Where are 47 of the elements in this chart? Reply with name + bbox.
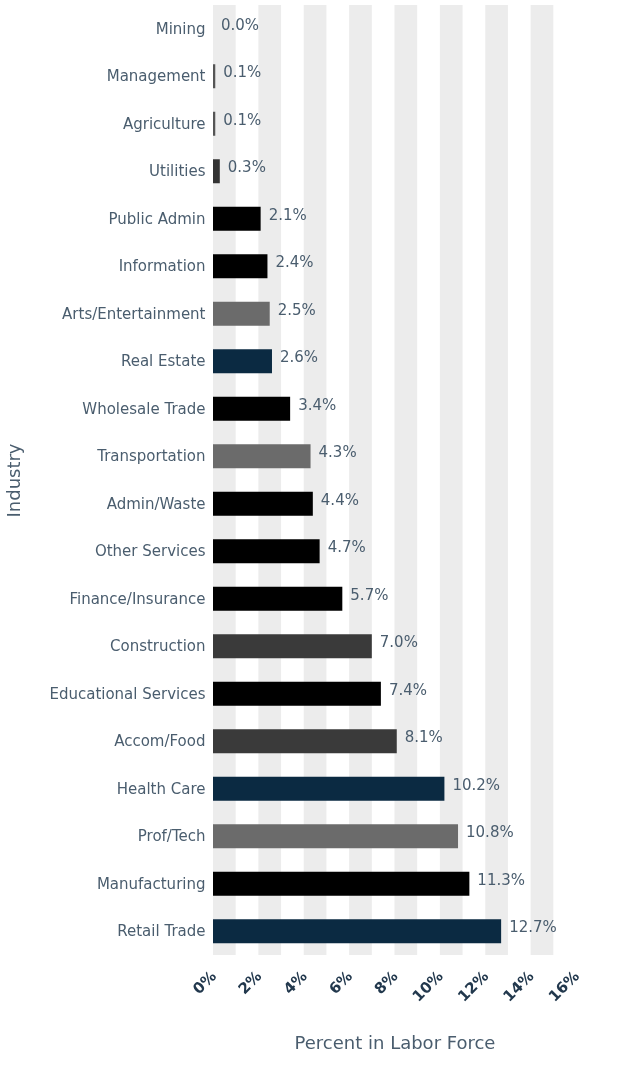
x-tick-label: 4% bbox=[279, 967, 311, 998]
y-tick-label: Other Services bbox=[94, 542, 206, 561]
data-label: 0.1% bbox=[223, 63, 262, 82]
y-tick-label: Management bbox=[106, 67, 206, 86]
data-label: 4.3% bbox=[318, 443, 357, 462]
data-label: 2.6% bbox=[279, 348, 319, 367]
y-tick-label: Health Care bbox=[116, 779, 206, 798]
x-tick-label: 2% bbox=[234, 967, 266, 998]
data-label: 10.8% bbox=[466, 823, 514, 842]
data-label: 0.3% bbox=[227, 158, 266, 177]
data-label: 5.7% bbox=[350, 585, 389, 604]
data-label: 0.0% bbox=[221, 15, 260, 34]
y-tick-label: Real Estate bbox=[120, 352, 206, 371]
y-tick-label: Information bbox=[118, 257, 206, 276]
y-tick-label: Finance/Insurance bbox=[69, 589, 206, 608]
data-label: 2.4% bbox=[275, 253, 314, 272]
y-tick-label: Agriculture bbox=[123, 114, 206, 133]
data-label: 3.4% bbox=[298, 395, 337, 414]
y-tick-label: Transportation bbox=[96, 447, 206, 466]
data-label: 2.1% bbox=[268, 205, 307, 224]
y-tick-label: Educational Services bbox=[49, 684, 206, 703]
y-tick-label: Admin/Waste bbox=[106, 494, 206, 513]
data-label: 10.2% bbox=[452, 775, 501, 794]
y-tick-label: Accom/Food bbox=[114, 732, 206, 751]
x-tick-label: 8% bbox=[370, 967, 402, 998]
data-label: 8.1% bbox=[404, 728, 443, 747]
y-tick-label: Wholesale Trade bbox=[82, 399, 206, 418]
y-tick-label: Prof/Tech bbox=[137, 827, 206, 846]
y-tick-label: Construction bbox=[109, 637, 206, 656]
y-tick-label: Public Admin bbox=[108, 209, 206, 228]
x-axis-title: Percent in Labor Force bbox=[294, 1031, 496, 1053]
x-tick-label: 0% bbox=[189, 967, 220, 998]
data-label: 7.4% bbox=[388, 680, 427, 699]
data-label: 4.7% bbox=[327, 538, 366, 557]
x-tick-label: 6% bbox=[325, 967, 356, 998]
data-label: 11.3% bbox=[477, 870, 526, 889]
y-tick-label: Utilities bbox=[149, 162, 206, 181]
data-label: 2.5% bbox=[277, 300, 316, 319]
y-tick-label: Retail Trade bbox=[117, 922, 206, 941]
y-tick-label: Mining bbox=[155, 19, 206, 38]
data-label: 12.7% bbox=[509, 918, 557, 937]
y-tick-label: Arts/Entertainment bbox=[62, 304, 206, 323]
y-tick-label: Manufacturing bbox=[96, 874, 206, 893]
data-label: 7.0% bbox=[379, 633, 418, 652]
data-label: 0.1% bbox=[223, 110, 262, 129]
data-label: 4.4% bbox=[320, 490, 359, 509]
y-axis-title: Industry bbox=[3, 443, 25, 518]
